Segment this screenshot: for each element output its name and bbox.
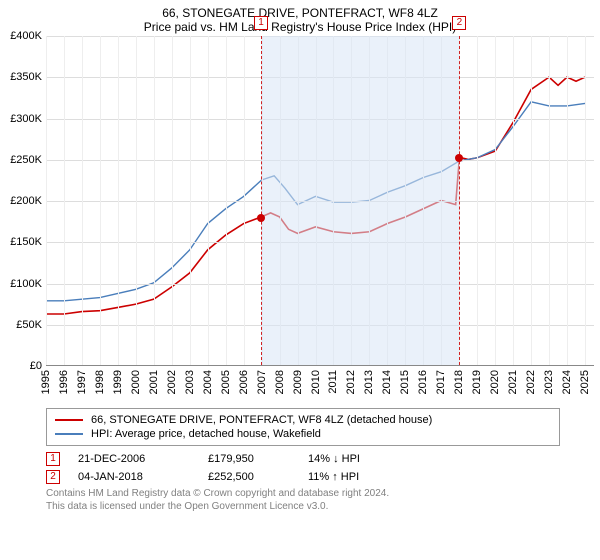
gridline-v	[118, 36, 119, 365]
x-tick-label: 2016	[417, 370, 429, 394]
gridline-v	[190, 36, 191, 365]
gridline-v	[531, 36, 532, 365]
sale-point	[257, 214, 265, 222]
page-title: 66, STONEGATE DRIVE, PONTEFRACT, WF8 4LZ	[0, 6, 600, 20]
x-tick-label: 2013	[363, 370, 375, 394]
sale-marker-line	[261, 36, 262, 365]
sale-point	[455, 154, 463, 162]
y-tick-label: £300K	[10, 113, 42, 125]
shaded-period	[261, 36, 459, 365]
y-axis: £0£50K£100K£150K£200K£250K£300K£350K£400…	[0, 36, 46, 366]
gridline-v	[172, 36, 173, 365]
attribution-line: This data is licensed under the Open Gov…	[46, 501, 560, 514]
x-tick-label: 2001	[148, 370, 160, 394]
sales-table: 1 21-DEC-2006£179,95014% ↓ HPI 2 04-JAN-201…	[46, 450, 560, 486]
x-tick-label: 2019	[471, 370, 483, 394]
gridline-v	[154, 36, 155, 365]
sale-marker-line	[459, 36, 460, 365]
x-tick-label: 1998	[94, 370, 106, 394]
sale-diff: 14% ↓ HPI	[308, 453, 408, 465]
gridline-v	[513, 36, 514, 365]
x-tick-label: 2020	[489, 370, 501, 394]
x-tick-label: 2009	[292, 370, 304, 394]
sale-date: 04-JAN-2018	[78, 471, 208, 483]
x-tick-label: 2011	[327, 370, 339, 394]
sale-price: £179,950	[208, 453, 308, 465]
x-tick-label: 2010	[310, 370, 322, 394]
gridline-v	[549, 36, 550, 365]
legend-label: HPI: Average price, detached house, Wake…	[91, 428, 321, 440]
page-subtitle: Price paid vs. HM Land Registry's House …	[0, 20, 600, 34]
x-tick-label: 2021	[507, 370, 519, 394]
sale-row-marker: 2	[46, 470, 60, 484]
x-tick-label: 2017	[435, 370, 447, 394]
x-tick-label: 1996	[58, 370, 70, 394]
x-tick-label: 2000	[130, 370, 142, 394]
x-tick-label: 2023	[543, 370, 555, 394]
x-tick-label: 2006	[238, 370, 250, 394]
x-tick-label: 2015	[399, 370, 411, 394]
sale-row: 1 21-DEC-2006£179,95014% ↓ HPI	[46, 450, 560, 468]
x-tick-label: 1995	[40, 370, 52, 394]
y-tick-label: £200K	[10, 195, 42, 207]
y-tick-label: £100K	[10, 278, 42, 290]
gridline-v	[82, 36, 83, 365]
x-tick-label: 2014	[381, 370, 393, 394]
legend: 66, STONEGATE DRIVE, PONTEFRACT, WF8 4LZ…	[46, 408, 560, 446]
x-tick-label: 2018	[453, 370, 465, 394]
title-block: 66, STONEGATE DRIVE, PONTEFRACT, WF8 4LZ…	[0, 0, 600, 36]
x-tick-label: 2005	[220, 370, 232, 394]
gridline-v	[100, 36, 101, 365]
attribution: Contains HM Land Registry data © Crown c…	[46, 488, 560, 513]
x-tick-label: 2022	[525, 370, 537, 394]
sale-row: 2 04-JAN-2018£252,50011% ↑ HPI	[46, 468, 560, 486]
x-tick-label: 1997	[76, 370, 88, 394]
x-tick-label: 2008	[274, 370, 286, 394]
y-tick-label: £150K	[10, 236, 42, 248]
x-tick-label: 2007	[256, 370, 268, 394]
gridline-v	[244, 36, 245, 365]
plot-area: 12	[46, 36, 594, 366]
x-tick-label: 2024	[561, 370, 573, 394]
gridline-v	[495, 36, 496, 365]
legend-swatch	[55, 433, 83, 435]
legend-label: 66, STONEGATE DRIVE, PONTEFRACT, WF8 4LZ…	[91, 414, 432, 426]
gridline-v	[136, 36, 137, 365]
sale-date: 21-DEC-2006	[78, 453, 208, 465]
sale-price: £252,500	[208, 471, 308, 483]
x-tick-label: 2012	[345, 370, 357, 394]
sale-marker-badge: 1	[254, 16, 268, 30]
sale-row-marker: 1	[46, 452, 60, 466]
y-tick-label: £250K	[10, 154, 42, 166]
gridline-v	[226, 36, 227, 365]
sale-marker-badge: 2	[452, 16, 466, 30]
gridline-v	[567, 36, 568, 365]
chart: £0£50K£100K£150K£200K£250K£300K£350K£400…	[0, 36, 600, 406]
x-tick-label: 2004	[202, 370, 214, 394]
gridline-v	[585, 36, 586, 365]
legend-item: 66, STONEGATE DRIVE, PONTEFRACT, WF8 4LZ…	[55, 413, 551, 427]
x-tick-label: 2025	[579, 370, 591, 394]
gridline-v	[64, 36, 65, 365]
x-tick-label: 2003	[184, 370, 196, 394]
legend-item: HPI: Average price, detached house, Wake…	[55, 427, 551, 441]
gridline-v	[208, 36, 209, 365]
x-tick-label: 1999	[112, 370, 124, 394]
y-tick-label: £350K	[10, 71, 42, 83]
y-tick-label: £50K	[16, 319, 42, 331]
y-tick-label: £400K	[10, 30, 42, 42]
gridline-v	[477, 36, 478, 365]
x-axis: 1995199619971998199920002001200220032004…	[46, 366, 594, 406]
x-tick-label: 2002	[166, 370, 178, 394]
sale-diff: 11% ↑ HPI	[308, 471, 408, 483]
legend-swatch	[55, 419, 83, 421]
attribution-line: Contains HM Land Registry data © Crown c…	[46, 488, 560, 501]
gridline-v	[46, 36, 47, 365]
